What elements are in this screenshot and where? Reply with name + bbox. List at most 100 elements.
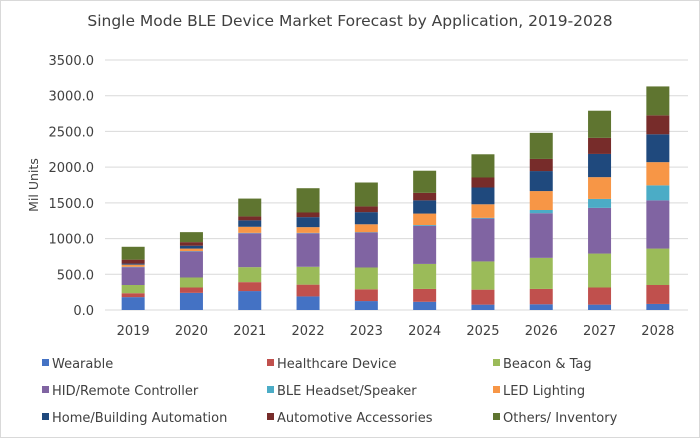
bar-segment-home-building-automation: [471, 187, 495, 205]
y-tick-label: 0.0: [73, 304, 94, 319]
bar-segment-others-inventory: [121, 246, 145, 260]
bar-segment-wearable: [413, 301, 437, 310]
bar-segment-home-building-automation: [121, 263, 145, 265]
legend-swatch: [493, 413, 500, 420]
bar-segment-wearable: [471, 304, 495, 310]
bar-segment-ble-headset-speaker: [529, 210, 553, 214]
bar-segment-healthcare-device: [179, 287, 203, 293]
legend-item: Automotive Accessories: [267, 411, 433, 426]
bar-segment-hid-remote-controller: [646, 200, 670, 249]
x-tick-label: 2027: [583, 324, 616, 339]
legend-label: Automotive Accessories: [277, 411, 433, 426]
legend-swatch: [42, 359, 49, 366]
bar-segment-automotive-accessories: [179, 242, 203, 246]
bar-segment-healthcare-device: [646, 285, 670, 304]
bar-segment-ble-headset-speaker: [646, 185, 670, 201]
bar-segment-hid-remote-controller: [413, 225, 437, 264]
bar-segment-others-inventory: [354, 182, 378, 207]
bar-segment-others-inventory: [413, 170, 437, 193]
bar-segment-automotive-accessories: [529, 158, 553, 172]
y-tick-label: 2500.0: [49, 125, 95, 140]
bar-segment-automotive-accessories: [471, 177, 495, 188]
bar-segment-others-inventory: [529, 132, 553, 159]
bar-stack-2021: [238, 198, 262, 310]
bar-segment-home-building-automation: [413, 200, 437, 214]
y-tick-label: 500.0: [57, 268, 94, 283]
bar-segment-automotive-accessories: [588, 137, 612, 154]
legend-swatch: [493, 386, 500, 393]
bar-segment-wearable: [296, 296, 320, 310]
legend-item: Beacon & Tag: [493, 357, 592, 372]
bar-segment-home-building-automation: [296, 217, 320, 228]
legend-label: Others/ Inventory: [503, 411, 618, 426]
bar-segment-home-building-automation: [588, 153, 612, 178]
bar-segment-wearable: [179, 292, 203, 310]
bar-segment-ble-headset-speaker: [588, 198, 612, 208]
legend-item: HID/Remote Controller: [42, 384, 199, 399]
bar-segment-beacon-tag: [179, 277, 203, 288]
bar-stack-2024: [413, 170, 437, 310]
x-tick-label: 2020: [175, 324, 208, 339]
legend-label: BLE Headset/Speaker: [277, 384, 417, 399]
bar-segment-led-lighting: [354, 224, 378, 233]
bar-segment-beacon-tag: [296, 266, 320, 285]
bar-stack-2020: [179, 232, 203, 310]
bar-segment-hid-remote-controller: [238, 233, 262, 268]
legend-label: Wearable: [52, 357, 113, 372]
x-axis-ticks: 2019 2020 2021 2022 2023 2024 2025 2026 2027 2028: [117, 324, 675, 339]
bar-stack-2025: [471, 154, 495, 310]
bar-segment-led-lighting: [471, 204, 495, 218]
bar-segment-beacon-tag: [529, 257, 553, 289]
bar-segment-home-building-automation: [238, 220, 262, 227]
bar-segment-ble-headset-speaker: [471, 217, 495, 219]
bar-stack-2026: [529, 132, 553, 310]
bar-segment-led-lighting: [529, 191, 553, 210]
bar-segment-hid-remote-controller: [471, 218, 495, 262]
bar-segment-healthcare-device: [471, 289, 495, 305]
y-tick-label: 1500.0: [49, 197, 95, 212]
x-tick-label: 2028: [641, 324, 674, 339]
bar-segment-automotive-accessories: [646, 115, 670, 135]
bar-segment-others-inventory: [296, 188, 320, 213]
bar-segment-healthcare-device: [354, 289, 378, 302]
x-tick-label: 2026: [525, 324, 558, 339]
legend-label: Beacon & Tag: [503, 357, 592, 372]
bar-segment-led-lighting: [121, 264, 145, 267]
y-axis-ticks: 0.0 500.0 1000.0 1500.0 2000.0 2500.0 3000.0 35…: [49, 54, 95, 319]
bar-segment-wearable: [646, 303, 670, 310]
bar-segment-hid-remote-controller: [354, 232, 378, 268]
legend-item: Healthcare Device: [267, 357, 396, 372]
bar-segment-hid-remote-controller: [296, 233, 320, 267]
bar-segment-wearable: [529, 304, 553, 310]
bar-segment-led-lighting: [588, 177, 612, 199]
bar-segment-home-building-automation: [529, 171, 553, 192]
bar-segment-hid-remote-controller: [529, 213, 553, 258]
chart-title: Single Mode BLE Device Market Forecast b…: [87, 12, 612, 30]
legend-item: Home/Building Automation: [42, 411, 227, 426]
bar-segment-wearable: [121, 297, 145, 310]
bar-segment-automotive-accessories: [121, 259, 145, 264]
y-tick-label: 1000.0: [49, 233, 95, 248]
legend-swatch: [493, 359, 500, 366]
legend-swatch: [267, 386, 274, 393]
x-tick-label: 2019: [117, 324, 150, 339]
legend-swatch: [42, 386, 49, 393]
bar-segment-others-inventory: [646, 86, 670, 116]
bar-segment-others-inventory: [179, 232, 203, 243]
bar-stack-2022: [296, 188, 320, 310]
bar-segment-beacon-tag: [121, 285, 145, 294]
y-axis-label: Mil Units: [26, 158, 41, 212]
bar-segment-healthcare-device: [121, 293, 145, 298]
legend-label: Healthcare Device: [277, 357, 396, 372]
bar-segment-led-lighting: [238, 226, 262, 233]
bar-segment-healthcare-device: [296, 284, 320, 297]
legend-swatch: [42, 413, 49, 420]
legend-item: Others/ Inventory: [493, 411, 618, 426]
legend: Wearable Healthcare Device Beacon & Tag HID…: [42, 357, 618, 426]
x-tick-label: 2024: [408, 324, 441, 339]
bar-segment-ble-headset-speaker: [413, 225, 437, 226]
bar-segment-led-lighting: [413, 213, 437, 225]
bar-segment-hid-remote-controller: [121, 267, 145, 285]
bar-segment-automotive-accessories: [413, 192, 437, 201]
